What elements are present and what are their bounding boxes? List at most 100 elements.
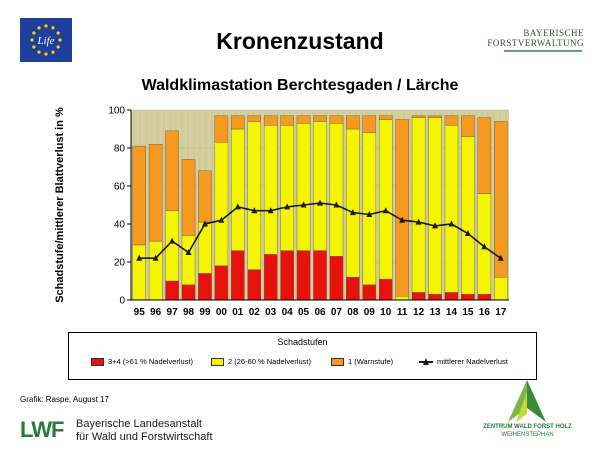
bar-segment-yellow-01: [231, 128, 245, 251]
zentrum-wald-forst-holz-logo: ZENTRUM WALD FORST HOLZ WEIHENSTEPHAN: [470, 378, 585, 444]
bar-segment-yellow-95: [132, 244, 146, 301]
bar-segment-red-99: [198, 273, 212, 301]
x-tick-label: 12: [413, 307, 425, 318]
eu-life-logo: Life: [20, 18, 72, 62]
mean-loss-point-03: [267, 207, 274, 214]
bar-segment-red-98: [181, 284, 196, 301]
bar-segment-orange-02: [247, 115, 262, 122]
mean-loss-point-95: [136, 254, 143, 261]
mean-loss-point-16: [481, 243, 488, 250]
bar-segment-orange-07: [329, 115, 344, 124]
mean-loss-point-05: [300, 201, 307, 208]
zwfh-line1: ZENTRUM WALD FORST HOLZ: [483, 424, 572, 430]
bar-segment-yellow-00: [214, 142, 229, 267]
bar-segment-red-12: [411, 292, 426, 301]
legend-title: Schadstufen: [277, 337, 328, 347]
bar-segment-orange-03: [263, 115, 278, 126]
bar-segment-yellow-08: [346, 128, 360, 278]
legend-label-line: mittlerer Nadelverlust: [437, 357, 508, 366]
bar-segment-yellow-12: [411, 117, 426, 293]
bar-segment-orange-09: [362, 115, 377, 133]
bar-segment-yellow-17: [494, 277, 508, 301]
x-tick-label: 06: [314, 307, 326, 318]
bar-segment-yellow-07: [329, 123, 344, 257]
mean-loss-point-17: [497, 254, 504, 261]
bar-segment-yellow-05: [296, 123, 311, 251]
legend-item-orange: 1 (Warnstufe): [331, 357, 393, 366]
x-tick-label: 00: [216, 307, 228, 318]
bar-segment-orange-08: [346, 115, 360, 130]
bar-segment-red-06: [313, 250, 327, 301]
lwf-line1: Bayerische Landesanstalt: [76, 418, 202, 430]
x-tick-label: 05: [298, 307, 310, 318]
lwf-text: Bayerische Landesanstalt für Wald und Fo…: [76, 418, 213, 444]
x-tick-label: 10: [380, 307, 392, 318]
bar-segment-red-05: [296, 250, 311, 301]
legend-item-red: 3+4 (>61 % Nadelverlust): [91, 357, 193, 366]
bar-segment-red-07: [329, 256, 344, 301]
bar-segment-red-15: [461, 294, 475, 301]
bar-segment-orange-13: [428, 115, 442, 118]
bar-segment-red-97: [165, 280, 179, 301]
x-tick-label: 01: [232, 307, 244, 318]
bar-segment-red-09: [362, 284, 377, 301]
page-title: Kronenzustand: [216, 28, 384, 54]
bar-segment-orange-15: [461, 115, 475, 137]
bar-segment-red-14: [444, 292, 459, 301]
mean-loss-point-00: [218, 216, 225, 223]
bar-segment-red-02: [247, 269, 262, 301]
bar-segment-red-08: [346, 277, 360, 301]
x-tick-label: 97: [167, 307, 179, 318]
x-tick-label: 17: [495, 307, 507, 318]
bar-segment-orange-04: [280, 115, 294, 126]
bar-segment-orange-98: [181, 159, 196, 236]
legend-label-orange: 1 (Warnstufe): [348, 357, 394, 366]
x-tick-label: 03: [265, 307, 277, 318]
x-tick-label: 99: [199, 307, 211, 318]
x-tick-label: 14: [446, 307, 458, 318]
y-tick-label: 100: [108, 106, 125, 117]
bar-segment-red-16: [477, 294, 492, 301]
y-tick-label: 80: [114, 144, 126, 155]
forst-logo-line1: BAYERISCHE: [523, 28, 584, 38]
bayerische-forstverwaltung-logo: BAYERISCHE FORSTVERWALTUNG: [474, 28, 584, 54]
eu-logo-text: Life: [36, 35, 54, 47]
mean-loss-point-99: [201, 220, 208, 227]
zwfh-tree-icon: [508, 380, 546, 422]
legend-swatch-yellow: [211, 357, 224, 366]
lwf-line2: für Wald und Forstwirtschaft: [76, 431, 213, 443]
mean-loss-point-08: [349, 209, 356, 216]
y-tick-label: 0: [119, 296, 125, 307]
bar-segment-red-13: [428, 294, 442, 301]
bar-segment-orange-17: [494, 121, 508, 278]
x-tick-label: 09: [364, 307, 376, 318]
forst-logo-line2: FORSTVERWALTUNG: [487, 38, 584, 48]
x-tick-label: 07: [331, 307, 343, 318]
x-tick-label: 13: [429, 307, 441, 318]
x-tick-label: 96: [150, 307, 162, 318]
bar-segment-orange-00: [214, 115, 229, 143]
bar-segment-orange-11: [395, 119, 409, 297]
bar-segment-yellow-99: [198, 221, 212, 274]
legend-swatch-red: [91, 357, 104, 366]
legend-label-yellow: 2 (26-60 % Nadelverlust): [228, 357, 311, 366]
x-tick-label: 16: [479, 307, 491, 318]
bar-segment-orange-16: [477, 117, 492, 194]
bar-segment-yellow-96: [148, 240, 163, 301]
eu-star: [56, 31, 60, 35]
eu-star: [32, 45, 36, 49]
mean-loss-point-01: [234, 203, 241, 210]
bar-segment-red-04: [280, 250, 294, 301]
eu-star: [58, 38, 62, 42]
eu-star: [37, 26, 41, 30]
x-tick-label: 95: [134, 307, 146, 318]
mean-loss-point-15: [464, 230, 471, 236]
mean-loss-point-13: [432, 222, 439, 229]
bar-segment-orange-10: [378, 115, 393, 120]
bar-segment-red-00: [214, 265, 229, 301]
bar-segment-orange-14: [444, 115, 459, 126]
bar-segment-yellow-15: [461, 136, 475, 295]
forst-logo-underline: [504, 50, 582, 52]
graphic-credit: Grafik: Raspe, August 17: [20, 395, 109, 404]
mean-loss-point-04: [284, 203, 291, 210]
